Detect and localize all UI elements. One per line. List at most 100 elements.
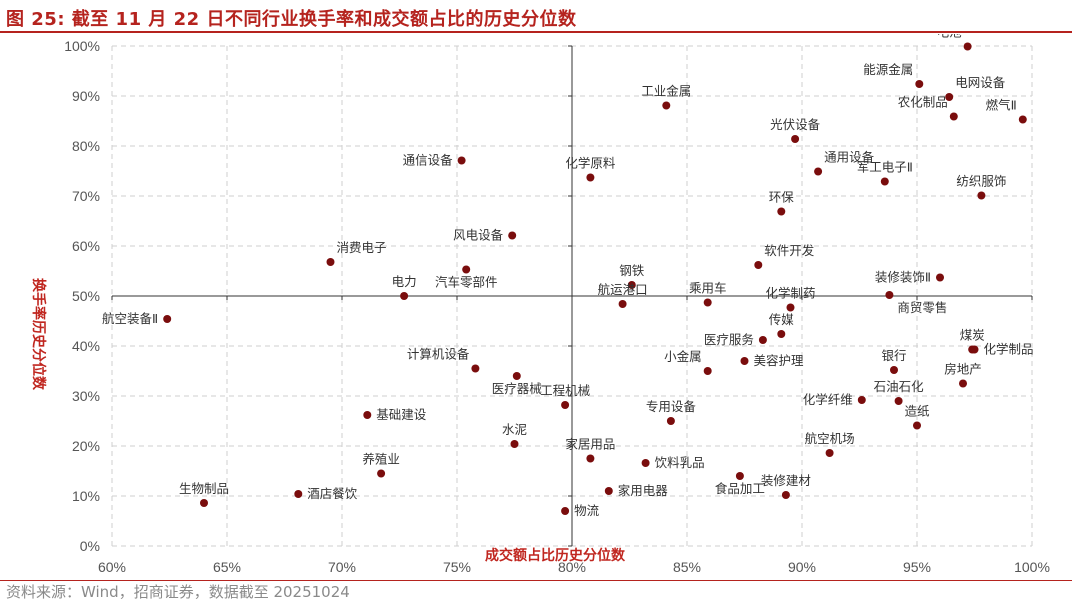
data-point [825, 449, 834, 457]
y-tick-label: 50% [72, 288, 100, 304]
y-tick-label: 40% [72, 338, 100, 354]
title-rule [0, 31, 1072, 33]
x-tick-label: 90% [788, 559, 816, 575]
data-label: 医疗器械 [492, 381, 543, 396]
data-point [363, 411, 372, 419]
data-label: 小金属 [664, 349, 702, 364]
data-point [561, 507, 570, 515]
x-tick-label: 80% [558, 559, 586, 575]
source-note: 资料来源：Wind，招商证券，数据截至 20251024 [6, 583, 350, 601]
data-label: 家居用品 [565, 437, 615, 452]
data-point [880, 177, 889, 186]
data-label: 造纸 [904, 404, 930, 419]
data-point [963, 42, 972, 51]
data-point [326, 258, 335, 266]
data-point [200, 499, 208, 507]
data-point [890, 366, 898, 374]
reference-lines [111, 45, 1033, 547]
data-label: 化学制品 [984, 342, 1034, 357]
data-point [703, 367, 712, 375]
x-tick-label: 85% [673, 559, 701, 575]
y-tick-label: 70% [72, 188, 100, 204]
data-label: 装修装饰Ⅱ [875, 270, 931, 285]
scatter-chart: 60% 65% 70% 75% 80% 85% 90% 95% 100% 0% 10% 20% 30% 4… [30, 34, 1050, 575]
data-label: 消费电子 [337, 240, 387, 255]
x-tick-label: 60% [98, 559, 126, 575]
figure-title: 图 25: 截至 11 月 22 日不同行业换手率和成交额占比的历史分位数 [6, 9, 577, 30]
data-label: 煤炭 [960, 328, 985, 343]
data-point [945, 93, 954, 101]
data-label: 基础建设 [376, 407, 427, 422]
data-label: 电池 [937, 34, 963, 40]
data-point [586, 173, 595, 182]
y-axis-title: 换手率历史分位数 [30, 278, 47, 391]
data-point [1018, 115, 1027, 124]
data-label: 石油石化 [874, 379, 925, 394]
data-point [885, 291, 894, 299]
data-label: 房地产 [944, 362, 982, 377]
tick-labels: 60% 65% 70% 75% 80% 85% 90% 95% 100% 0% 10% 20% 30% 4… [64, 38, 1050, 575]
data-label: 风电设备 [453, 228, 504, 243]
data-label: 钢铁 [619, 263, 645, 278]
data-point [735, 472, 744, 480]
x-tick-label: 65% [213, 559, 241, 575]
data-label: 医疗服务 [704, 332, 754, 347]
data-label: 航空机场 [805, 431, 855, 446]
data-label: 商贸零售 [897, 300, 947, 315]
data-label: 化学原料 [565, 156, 616, 171]
data-label: 燃气Ⅱ [986, 98, 1017, 113]
data-label: 航空装备Ⅱ [102, 311, 158, 326]
data-label: 养殖业 [362, 452, 400, 467]
data-label: 装修建材 [761, 473, 811, 488]
x-tick-label: 75% [443, 559, 471, 575]
data-label: 工程机械 [540, 383, 591, 398]
data-label: 物流 [574, 503, 600, 518]
data-label: 航运港口 [598, 282, 648, 297]
data-point [618, 300, 627, 308]
data-label: 生物制品 [179, 481, 229, 496]
data-point [857, 396, 866, 404]
data-point [604, 487, 613, 495]
data-point [462, 265, 471, 274]
data-point [786, 303, 795, 312]
data-label: 农化制品 [898, 95, 948, 110]
data-label: 专用设备 [646, 399, 697, 414]
data-point [163, 315, 172, 323]
data-label: 家用电器 [618, 483, 669, 498]
data-label: 乘用车 [689, 281, 727, 296]
data-label: 饮料乳品 [655, 455, 705, 470]
data-point [377, 469, 386, 478]
data-label: 计算机设备 [407, 347, 470, 362]
data-point [936, 273, 944, 282]
data-point [959, 379, 967, 388]
data-point [662, 101, 671, 110]
y-tick-label: 0% [80, 538, 100, 554]
data-point [627, 281, 636, 289]
data-label: 软件开发 [764, 243, 815, 258]
data-point [777, 207, 786, 216]
data-point [641, 459, 650, 467]
y-tick-label: 20% [72, 438, 100, 454]
data-point [586, 454, 595, 463]
data-point [758, 336, 767, 344]
y-tick-label: 60% [72, 238, 100, 254]
data-point [471, 364, 480, 373]
data-point [977, 191, 986, 200]
data-label: 纺织服饰 [956, 174, 1006, 189]
data-point [814, 167, 823, 176]
y-tick-label: 30% [72, 388, 100, 404]
data-point [777, 330, 786, 338]
data-label: 化学制药 [765, 286, 815, 301]
x-tick-label: 95% [903, 559, 931, 575]
data-label: 军工电子Ⅱ [857, 160, 913, 175]
data-points [163, 42, 1027, 515]
data-label: 电力 [392, 274, 417, 289]
data-point [740, 357, 749, 365]
data-label: 银行 [881, 348, 906, 363]
x-axis-title: 成交额占比历史分位数 [485, 547, 626, 564]
y-tick-label: 90% [72, 88, 100, 104]
data-point [512, 372, 521, 380]
data-point [791, 135, 800, 143]
data-point [400, 292, 409, 300]
